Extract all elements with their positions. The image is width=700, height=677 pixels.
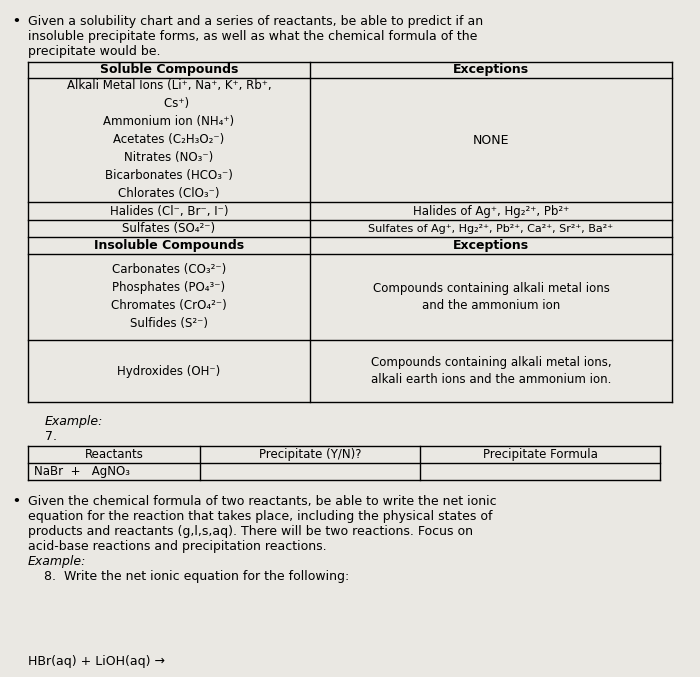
Text: Precipitate Formula: Precipitate Formula: [482, 448, 597, 461]
Text: Sulfates of Ag⁺, Hg₂²⁺, Pb²⁺, Ca²⁺, Sr²⁺, Ba²⁺: Sulfates of Ag⁺, Hg₂²⁺, Pb²⁺, Ca²⁺, Sr²⁺…: [368, 223, 614, 234]
Text: Soluble Compounds: Soluble Compounds: [100, 64, 238, 77]
Text: Compounds containing alkali metal ions,
alkali earth ions and the ammonium ion.: Compounds containing alkali metal ions, …: [371, 356, 611, 386]
Text: •: •: [12, 495, 20, 508]
Text: Exceptions: Exceptions: [453, 64, 529, 77]
Text: 8.  Write the net ionic equation for the following:: 8. Write the net ionic equation for the …: [28, 570, 349, 583]
Text: Exceptions: Exceptions: [453, 239, 529, 252]
Text: products and reactants (g,l,s,aq). There will be two reactions. Focus on: products and reactants (g,l,s,aq). There…: [28, 525, 473, 538]
Text: NaBr  +   AgNO₃: NaBr + AgNO₃: [34, 465, 130, 478]
Text: 7.: 7.: [45, 430, 57, 443]
Text: Given a solubility chart and a series of reactants, be able to predict if an
ins: Given a solubility chart and a series of…: [28, 15, 483, 58]
Text: Compounds containing alkali metal ions
and the ammonium ion: Compounds containing alkali metal ions a…: [372, 282, 610, 312]
Text: Halides (Cl⁻, Br⁻, I⁻): Halides (Cl⁻, Br⁻, I⁻): [110, 204, 228, 217]
Text: Alkali Metal Ions (Li⁺, Na⁺, K⁺, Rb⁺,
    Cs⁺)
Ammonium ion (NH₄⁺)
Acetates (C₂H: Alkali Metal Ions (Li⁺, Na⁺, K⁺, Rb⁺, Cs…: [66, 79, 272, 200]
Text: equation for the reaction that takes place, including the physical states of: equation for the reaction that takes pla…: [28, 510, 493, 523]
Text: HBr(aq) + LiOH(aq) →: HBr(aq) + LiOH(aq) →: [28, 655, 165, 668]
Text: Example:: Example:: [28, 555, 86, 568]
Text: Halides of Ag⁺, Hg₂²⁺, Pb²⁺: Halides of Ag⁺, Hg₂²⁺, Pb²⁺: [413, 204, 569, 217]
Text: Carbonates (CO₃²⁻)
Phosphates (PO₄³⁻)
Chromates (CrO₄²⁻)
Sulfides (S²⁻): Carbonates (CO₃²⁻) Phosphates (PO₄³⁻) Ch…: [111, 263, 227, 330]
Text: Hydroxides (OH⁻): Hydroxides (OH⁻): [118, 364, 220, 378]
Text: Example:: Example:: [45, 415, 104, 428]
Text: Insoluble Compounds: Insoluble Compounds: [94, 239, 244, 252]
Text: NONE: NONE: [473, 133, 510, 146]
Text: •: •: [12, 15, 20, 28]
Text: Sulfates (SO₄²⁻): Sulfates (SO₄²⁻): [122, 222, 216, 235]
Text: Reactants: Reactants: [85, 448, 144, 461]
Text: Precipitate (Y/N)?: Precipitate (Y/N)?: [259, 448, 361, 461]
Text: Given the chemical formula of two reactants, be able to write the net ionic: Given the chemical formula of two reacta…: [28, 495, 496, 508]
Text: acid-base reactions and precipitation reactions.: acid-base reactions and precipitation re…: [28, 540, 327, 553]
